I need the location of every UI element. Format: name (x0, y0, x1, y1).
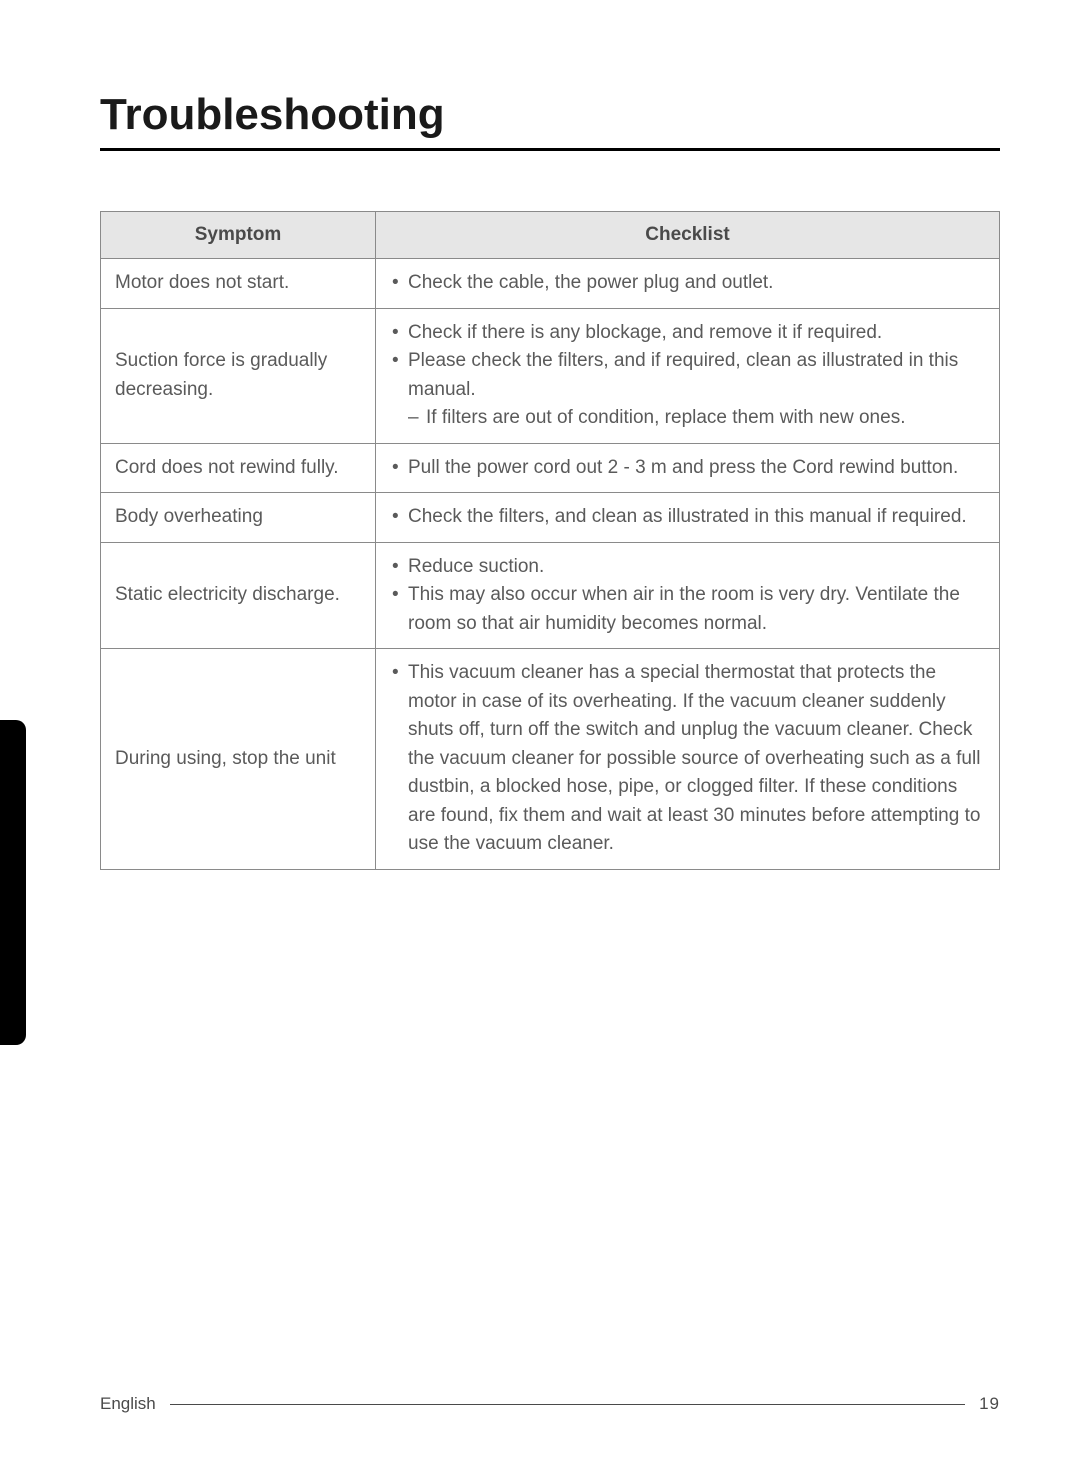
checklist-list: Pull the power cord out 2 - 3 m and pres… (390, 454, 985, 483)
checklist-item: Check the filters, and clean as illustra… (390, 503, 985, 532)
symptom-cell: Suction force is gradually decreasing. (101, 308, 376, 443)
checklist-list: Check the filters, and clean as illustra… (390, 503, 985, 532)
checklist-item: Check the cable, the power plug and outl… (390, 269, 985, 298)
symptom-cell: Body overheating (101, 493, 376, 543)
checklist-item: This vacuum cleaner has a special thermo… (390, 659, 985, 859)
symptom-cell: Static electricity discharge. (101, 542, 376, 649)
footer-rule (170, 1404, 965, 1405)
title-rule (100, 148, 1000, 151)
checklist-list: Check the cable, the power plug and outl… (390, 269, 985, 298)
symptom-cell: During using, stop the unit (101, 649, 376, 870)
page-title: Troubleshooting (100, 90, 1000, 140)
checklist-item: Check if there is any blockage, and remo… (390, 319, 985, 348)
checklist-cell: Reduce suction.This may also occur when … (376, 542, 1000, 649)
checklist-cell: Pull the power cord out 2 - 3 m and pres… (376, 443, 1000, 493)
checklist-subitem: If filters are out of condition, replace… (408, 404, 985, 433)
checklist-cell: This vacuum cleaner has a special thermo… (376, 649, 1000, 870)
symptom-cell: Cord does not rewind fully. (101, 443, 376, 493)
troubleshooting-table: Symptom Checklist Motor does not start.C… (100, 211, 1000, 870)
table-row: Suction force is gradually decreasing. Ch… (101, 308, 1000, 443)
checklist-item: This may also occur when air in the room… (390, 581, 985, 638)
symptom-cell: Motor does not start. (101, 259, 376, 309)
checklist-list: Reduce suction.This may also occur when … (390, 553, 985, 639)
col-header-symptom: Symptom (101, 212, 376, 259)
checklist-cell: Check the cable, the power plug and outl… (376, 259, 1000, 309)
table-row: Static electricity discharge.Reduce suct… (101, 542, 1000, 649)
col-header-checklist: Checklist (376, 212, 1000, 259)
checklist-item: Reduce suction. (390, 553, 985, 582)
footer-page-number: 19 (979, 1394, 1000, 1414)
checklist-list: Check if there is any blockage, and remo… (390, 319, 985, 433)
footer-language: English (100, 1394, 156, 1414)
table-row: Motor does not start. Check the cable, th… (101, 259, 1000, 309)
page-footer: English 19 (100, 1394, 1000, 1414)
table-row: During using, stop the unitThis vacuum c… (101, 649, 1000, 870)
checklist-cell: Check the filters, and clean as illustra… (376, 493, 1000, 543)
section-tab (0, 720, 26, 1045)
checklist-item: Please check the filters, and if require… (390, 347, 985, 433)
table-row: Cord does not rewind fully. Pull the powe… (101, 443, 1000, 493)
table-header-row: Symptom Checklist (101, 212, 1000, 259)
checklist-list: This vacuum cleaner has a special thermo… (390, 659, 985, 859)
checklist-item: Pull the power cord out 2 - 3 m and pres… (390, 454, 985, 483)
table-row: Body overheating Check the filters, and c… (101, 493, 1000, 543)
checklist-cell: Check if there is any blockage, and remo… (376, 308, 1000, 443)
